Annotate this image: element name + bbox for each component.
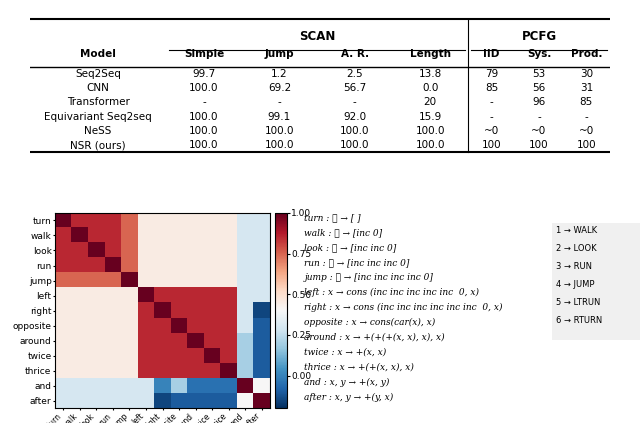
Text: 13.8: 13.8 (419, 69, 442, 79)
Text: Simple: Simple (184, 49, 224, 59)
Text: -: - (278, 97, 281, 107)
Text: 1 → WALK: 1 → WALK (556, 226, 598, 235)
Text: Sys.: Sys. (527, 49, 551, 59)
Text: 100.0: 100.0 (415, 126, 445, 136)
Text: 1.2: 1.2 (271, 69, 288, 79)
Text: 100.0: 100.0 (189, 83, 219, 93)
Text: 4 → JUMP: 4 → JUMP (556, 280, 595, 289)
Text: 99.1: 99.1 (268, 112, 291, 122)
Text: SCAN: SCAN (299, 30, 335, 42)
Text: ~0: ~0 (579, 126, 594, 136)
Text: left : x → cons (inc inc inc inc inc  0, x): left : x → cons (inc inc inc inc inc 0, … (305, 288, 479, 297)
Text: opposite : x → cons(car(x), x): opposite : x → cons(car(x), x) (305, 318, 436, 327)
Text: IID: IID (483, 49, 500, 59)
Text: Jump: Jump (264, 49, 294, 59)
Text: Model: Model (80, 49, 116, 59)
Text: Seq2Seq: Seq2Seq (76, 69, 121, 79)
FancyBboxPatch shape (550, 220, 640, 342)
Text: 100: 100 (577, 140, 596, 150)
Text: 100.0: 100.0 (189, 112, 219, 122)
Text: Transformer: Transformer (67, 97, 129, 107)
Text: -: - (537, 112, 541, 122)
Text: 56.7: 56.7 (343, 83, 367, 93)
Text: look : ∅ → [inc inc 0]: look : ∅ → [inc inc 0] (305, 243, 397, 252)
Text: after : x, y → +(y, x): after : x, y → +(y, x) (305, 393, 394, 402)
Text: CNN: CNN (86, 83, 109, 93)
Text: twice : x → +(x, x): twice : x → +(x, x) (305, 348, 387, 357)
Text: 30: 30 (580, 69, 593, 79)
Text: 92.0: 92.0 (343, 112, 366, 122)
Text: 96: 96 (532, 97, 545, 107)
Text: 53: 53 (532, 69, 545, 79)
Text: Prod.: Prod. (571, 49, 602, 59)
Text: 85: 85 (485, 83, 498, 93)
Text: 100: 100 (529, 140, 548, 150)
Text: 100.0: 100.0 (415, 140, 445, 150)
Text: -: - (490, 112, 493, 122)
Text: 100.0: 100.0 (340, 140, 369, 150)
Text: ~0: ~0 (531, 126, 547, 136)
Text: 15.9: 15.9 (419, 112, 442, 122)
Text: run : ∅ → [inc inc inc 0]: run : ∅ → [inc inc inc 0] (305, 258, 410, 267)
Text: 6 → RTURN: 6 → RTURN (556, 316, 603, 325)
Text: thrice : x → +(+(x, x), x): thrice : x → +(+(x, x), x) (305, 363, 414, 372)
Text: 100.0: 100.0 (189, 126, 219, 136)
Text: 69.2: 69.2 (268, 83, 291, 93)
Text: -: - (202, 97, 206, 107)
Text: 31: 31 (580, 83, 593, 93)
Text: 100.0: 100.0 (265, 140, 294, 150)
Text: right : x → cons (inc inc inc inc inc inc  0, x): right : x → cons (inc inc inc inc inc in… (305, 303, 503, 312)
Text: and : x, y → +(x, y): and : x, y → +(x, y) (305, 378, 390, 387)
Text: 5 → LTRUN: 5 → LTRUN (556, 298, 601, 307)
Text: 85: 85 (580, 97, 593, 107)
Text: walk : ∅ → [inc 0]: walk : ∅ → [inc 0] (305, 228, 383, 237)
Text: 100.0: 100.0 (340, 126, 369, 136)
Text: 100: 100 (482, 140, 501, 150)
Text: ~0: ~0 (484, 126, 499, 136)
Text: 2.5: 2.5 (346, 69, 363, 79)
Text: 100.0: 100.0 (189, 140, 219, 150)
Text: NSR (ours): NSR (ours) (70, 140, 126, 150)
Text: Length: Length (410, 49, 451, 59)
Text: -: - (353, 97, 356, 107)
Text: 0.0: 0.0 (422, 83, 438, 93)
Text: -: - (584, 112, 588, 122)
Text: 56: 56 (532, 83, 545, 93)
Text: around : x → +(+(+(x, x), x), x): around : x → +(+(+(x, x), x), x) (305, 333, 445, 342)
Text: Equivariant Seq2seq: Equivariant Seq2seq (44, 112, 152, 122)
Text: 3 → RUN: 3 → RUN (556, 262, 593, 271)
Text: 79: 79 (485, 69, 498, 79)
Text: 2 → LOOK: 2 → LOOK (556, 244, 597, 253)
Text: 100.0: 100.0 (265, 126, 294, 136)
Text: jump : ∅ → [inc inc inc inc 0]: jump : ∅ → [inc inc inc inc 0] (305, 273, 433, 282)
Text: 99.7: 99.7 (193, 69, 216, 79)
Text: A. R.: A. R. (340, 49, 369, 59)
Text: turn : ∅ → [ ]: turn : ∅ → [ ] (305, 213, 361, 222)
Text: -: - (490, 97, 493, 107)
Text: 20: 20 (424, 97, 436, 107)
Text: NeSS: NeSS (84, 126, 112, 136)
Text: PCFG: PCFG (522, 30, 557, 42)
